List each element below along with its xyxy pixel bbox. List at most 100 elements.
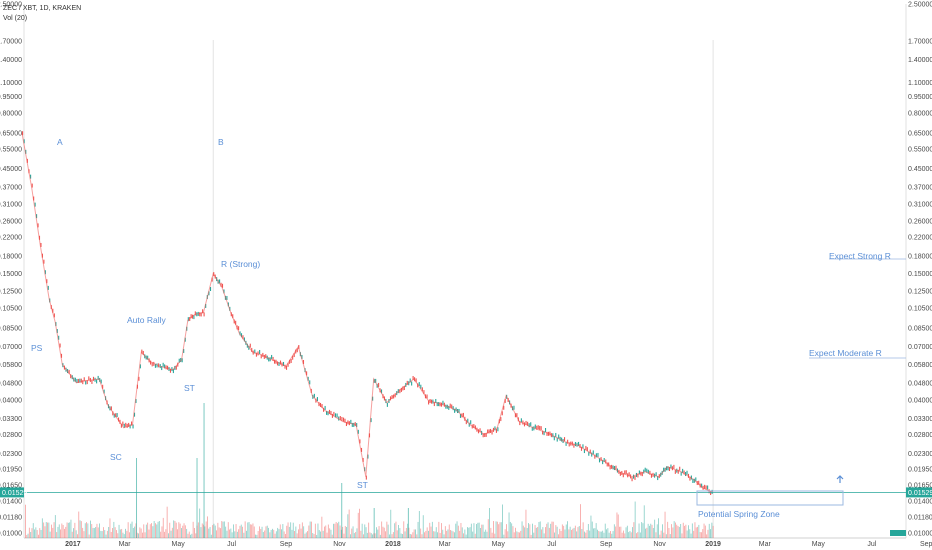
volume-bar (463, 533, 464, 538)
volume-bar (643, 505, 645, 538)
volume-bar (561, 524, 563, 538)
price-candle (351, 422, 353, 427)
price-candle (495, 428, 497, 433)
volume-bar (391, 534, 393, 538)
price-candle (336, 413, 338, 418)
volume-bar (142, 532, 143, 538)
volume-bar (500, 522, 502, 538)
volume-bar (690, 533, 692, 538)
price-candle (487, 429, 489, 434)
volume-bar (110, 531, 112, 538)
price-candle (619, 471, 621, 476)
volume-bar (600, 531, 602, 538)
price-candle (100, 379, 102, 384)
price-candle (327, 411, 329, 416)
volume-bar (577, 527, 579, 538)
price-candle (113, 413, 115, 418)
volume-bar (376, 527, 377, 538)
volume-bar (582, 522, 584, 538)
volume-bar (234, 531, 236, 538)
price-candle (674, 469, 676, 474)
price-candle (40, 242, 42, 247)
price-tick-label-right: 0.02300 (908, 451, 932, 458)
price-candle (242, 335, 244, 340)
price-candle (190, 314, 192, 319)
volume-bar (512, 526, 514, 538)
price-candle (705, 485, 707, 490)
volume-bar (511, 523, 513, 538)
price-candle (420, 384, 422, 389)
volume-bar (207, 516, 208, 538)
volume-bar (399, 528, 401, 538)
volume-bar (71, 531, 73, 538)
price-tick-label-left: 0.01000 (0, 531, 22, 538)
price-candle (582, 444, 584, 449)
volume-bar (474, 533, 476, 538)
volume-bar (621, 532, 623, 538)
price-candle (451, 404, 453, 409)
volume-bar (530, 534, 532, 538)
current-price-label-right: 0.01529 (908, 490, 932, 497)
volume-bar (681, 533, 683, 538)
volume-bar (405, 527, 407, 538)
price-candle (668, 467, 671, 472)
price-candle (436, 402, 438, 407)
price-candle (345, 422, 348, 427)
price-candle (663, 467, 665, 472)
price-candle (522, 420, 524, 425)
price-tick-label-left: 0.01400 (0, 498, 22, 505)
volume-bar (522, 525, 524, 538)
volume-value-tag (890, 530, 906, 536)
price-candle (542, 430, 544, 435)
volume-bar (704, 525, 706, 538)
price-candle (202, 309, 204, 314)
price-tick-label-right: 0.37000 (908, 185, 932, 192)
price-candle (284, 364, 286, 369)
volume-bar (38, 534, 39, 538)
volume-bar (456, 521, 458, 538)
volume-bar (209, 526, 211, 538)
price-candle (289, 359, 291, 364)
price-tick-label-right: 0.15000 (908, 271, 932, 278)
time-tick-label: Jul (227, 541, 236, 548)
volume-bar (646, 527, 648, 538)
volume-bar (645, 528, 646, 538)
volume-bar (708, 523, 710, 538)
price-candle (162, 362, 164, 367)
volume-bar (165, 529, 167, 538)
volume-bar (503, 534, 505, 538)
volume-bar (308, 525, 310, 538)
volume-bar (559, 528, 561, 538)
volume-bar (210, 534, 212, 538)
volume-bar (277, 527, 279, 538)
price-candle (370, 418, 372, 423)
volume-bar (495, 521, 497, 538)
price-tick-label-right: 0.80000 (908, 111, 932, 118)
price-candle (34, 202, 36, 207)
price-tick-label-right: 0.55000 (908, 147, 932, 154)
price-candle (386, 402, 388, 407)
price-candle (692, 478, 694, 483)
price-candle (226, 295, 228, 300)
price-candle (181, 358, 183, 363)
price-candle (268, 357, 270, 362)
volume-bar (508, 512, 510, 538)
volume-bar (416, 534, 418, 538)
volume-bar (571, 529, 572, 538)
price-candle (296, 348, 298, 353)
price-candle (693, 478, 695, 483)
volume-bar (318, 530, 320, 538)
volume-bar (106, 530, 108, 538)
volume-bar (361, 523, 363, 538)
volume-bar (369, 532, 371, 538)
price-candle (60, 353, 63, 358)
time-tick-label: May (812, 541, 826, 548)
price-candle (449, 403, 451, 408)
volume-bar (642, 523, 644, 538)
volume-bar (360, 530, 362, 538)
volume-bar (25, 504, 26, 538)
volume-bar (247, 522, 249, 538)
price-candle (243, 337, 245, 342)
volume-bar (35, 527, 37, 538)
